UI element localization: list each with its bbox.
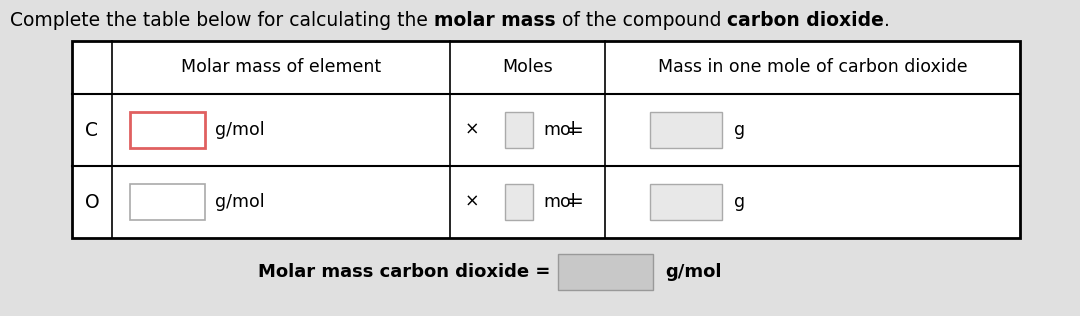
Text: O: O [84,192,99,211]
Text: of the compound: of the compound [555,11,727,30]
Text: Moles: Moles [502,58,553,76]
FancyBboxPatch shape [130,112,205,148]
Bar [72,41,1020,238]
Text: g/mol: g/mol [215,193,265,211]
FancyBboxPatch shape [558,254,653,290]
Text: g: g [734,121,745,139]
FancyBboxPatch shape [505,184,534,220]
Text: =: = [567,120,583,139]
Text: Molar mass carbon dioxide =: Molar mass carbon dioxide = [258,263,550,281]
Text: g/mol: g/mol [215,121,265,139]
FancyBboxPatch shape [650,112,723,148]
FancyBboxPatch shape [505,112,534,148]
Text: ×: × [465,121,480,139]
Text: mol: mol [543,121,576,139]
Text: mol: mol [543,193,576,211]
FancyBboxPatch shape [650,184,723,220]
FancyBboxPatch shape [130,184,205,220]
Text: Molar mass of element: Molar mass of element [181,58,381,76]
Text: carbon dioxide: carbon dioxide [727,11,883,30]
Text: Complete the table below for calculating the: Complete the table below for calculating… [10,11,434,30]
Text: g/mol: g/mol [665,263,721,281]
Text: molar mass: molar mass [434,11,555,30]
Text: ×: × [465,193,480,211]
Text: C: C [85,120,98,139]
Text: Mass in one mole of carbon dioxide: Mass in one mole of carbon dioxide [658,58,968,76]
Text: =: = [567,192,583,211]
Text: g: g [734,193,745,211]
Text: .: . [883,11,890,30]
